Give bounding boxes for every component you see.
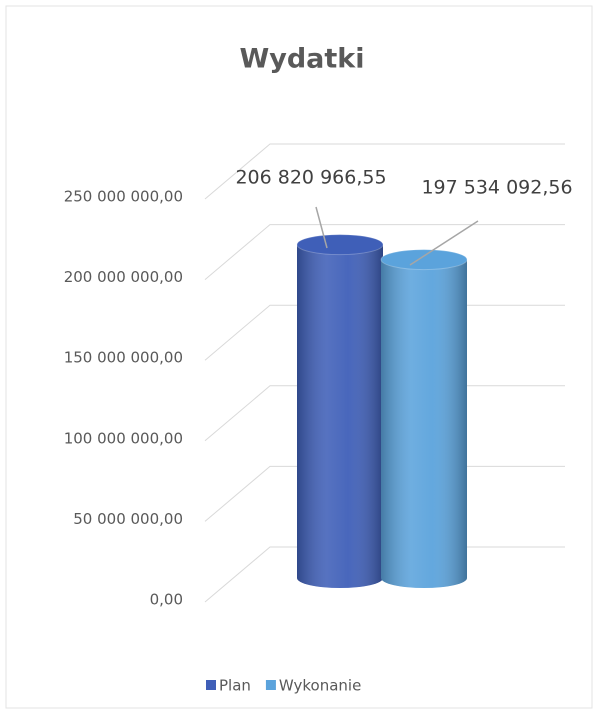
grid-line (204, 143, 565, 200)
y-tick-label: 250 000 000,00 (64, 188, 183, 206)
y-tick-label: 50 000 000,00 (73, 510, 183, 528)
legend-swatch (265, 680, 276, 690)
y-tick-label: 100 000 000,00 (64, 429, 183, 447)
chart-title: Wydatki (239, 44, 364, 75)
data-label: 206 820 966,55 (235, 167, 386, 189)
chart-border (5, 5, 593, 709)
leader-line (315, 206, 328, 249)
legend-label: Plan (219, 677, 251, 695)
legend-label: Wykonanie (279, 677, 361, 695)
y-tick-label: 150 000 000,00 (64, 349, 183, 367)
bar-shade (297, 244, 383, 578)
y-tick-label: 0,00 (150, 591, 183, 609)
legend-swatch (206, 680, 216, 690)
leader-line (409, 220, 479, 266)
y-tick-label: 200 000 000,00 (64, 268, 183, 286)
cylinder-top (380, 249, 468, 271)
grid-line (204, 224, 565, 280)
bar-shade (381, 259, 467, 578)
cylinder-top (296, 234, 384, 256)
data-label: 197 534 092,56 (421, 177, 572, 199)
